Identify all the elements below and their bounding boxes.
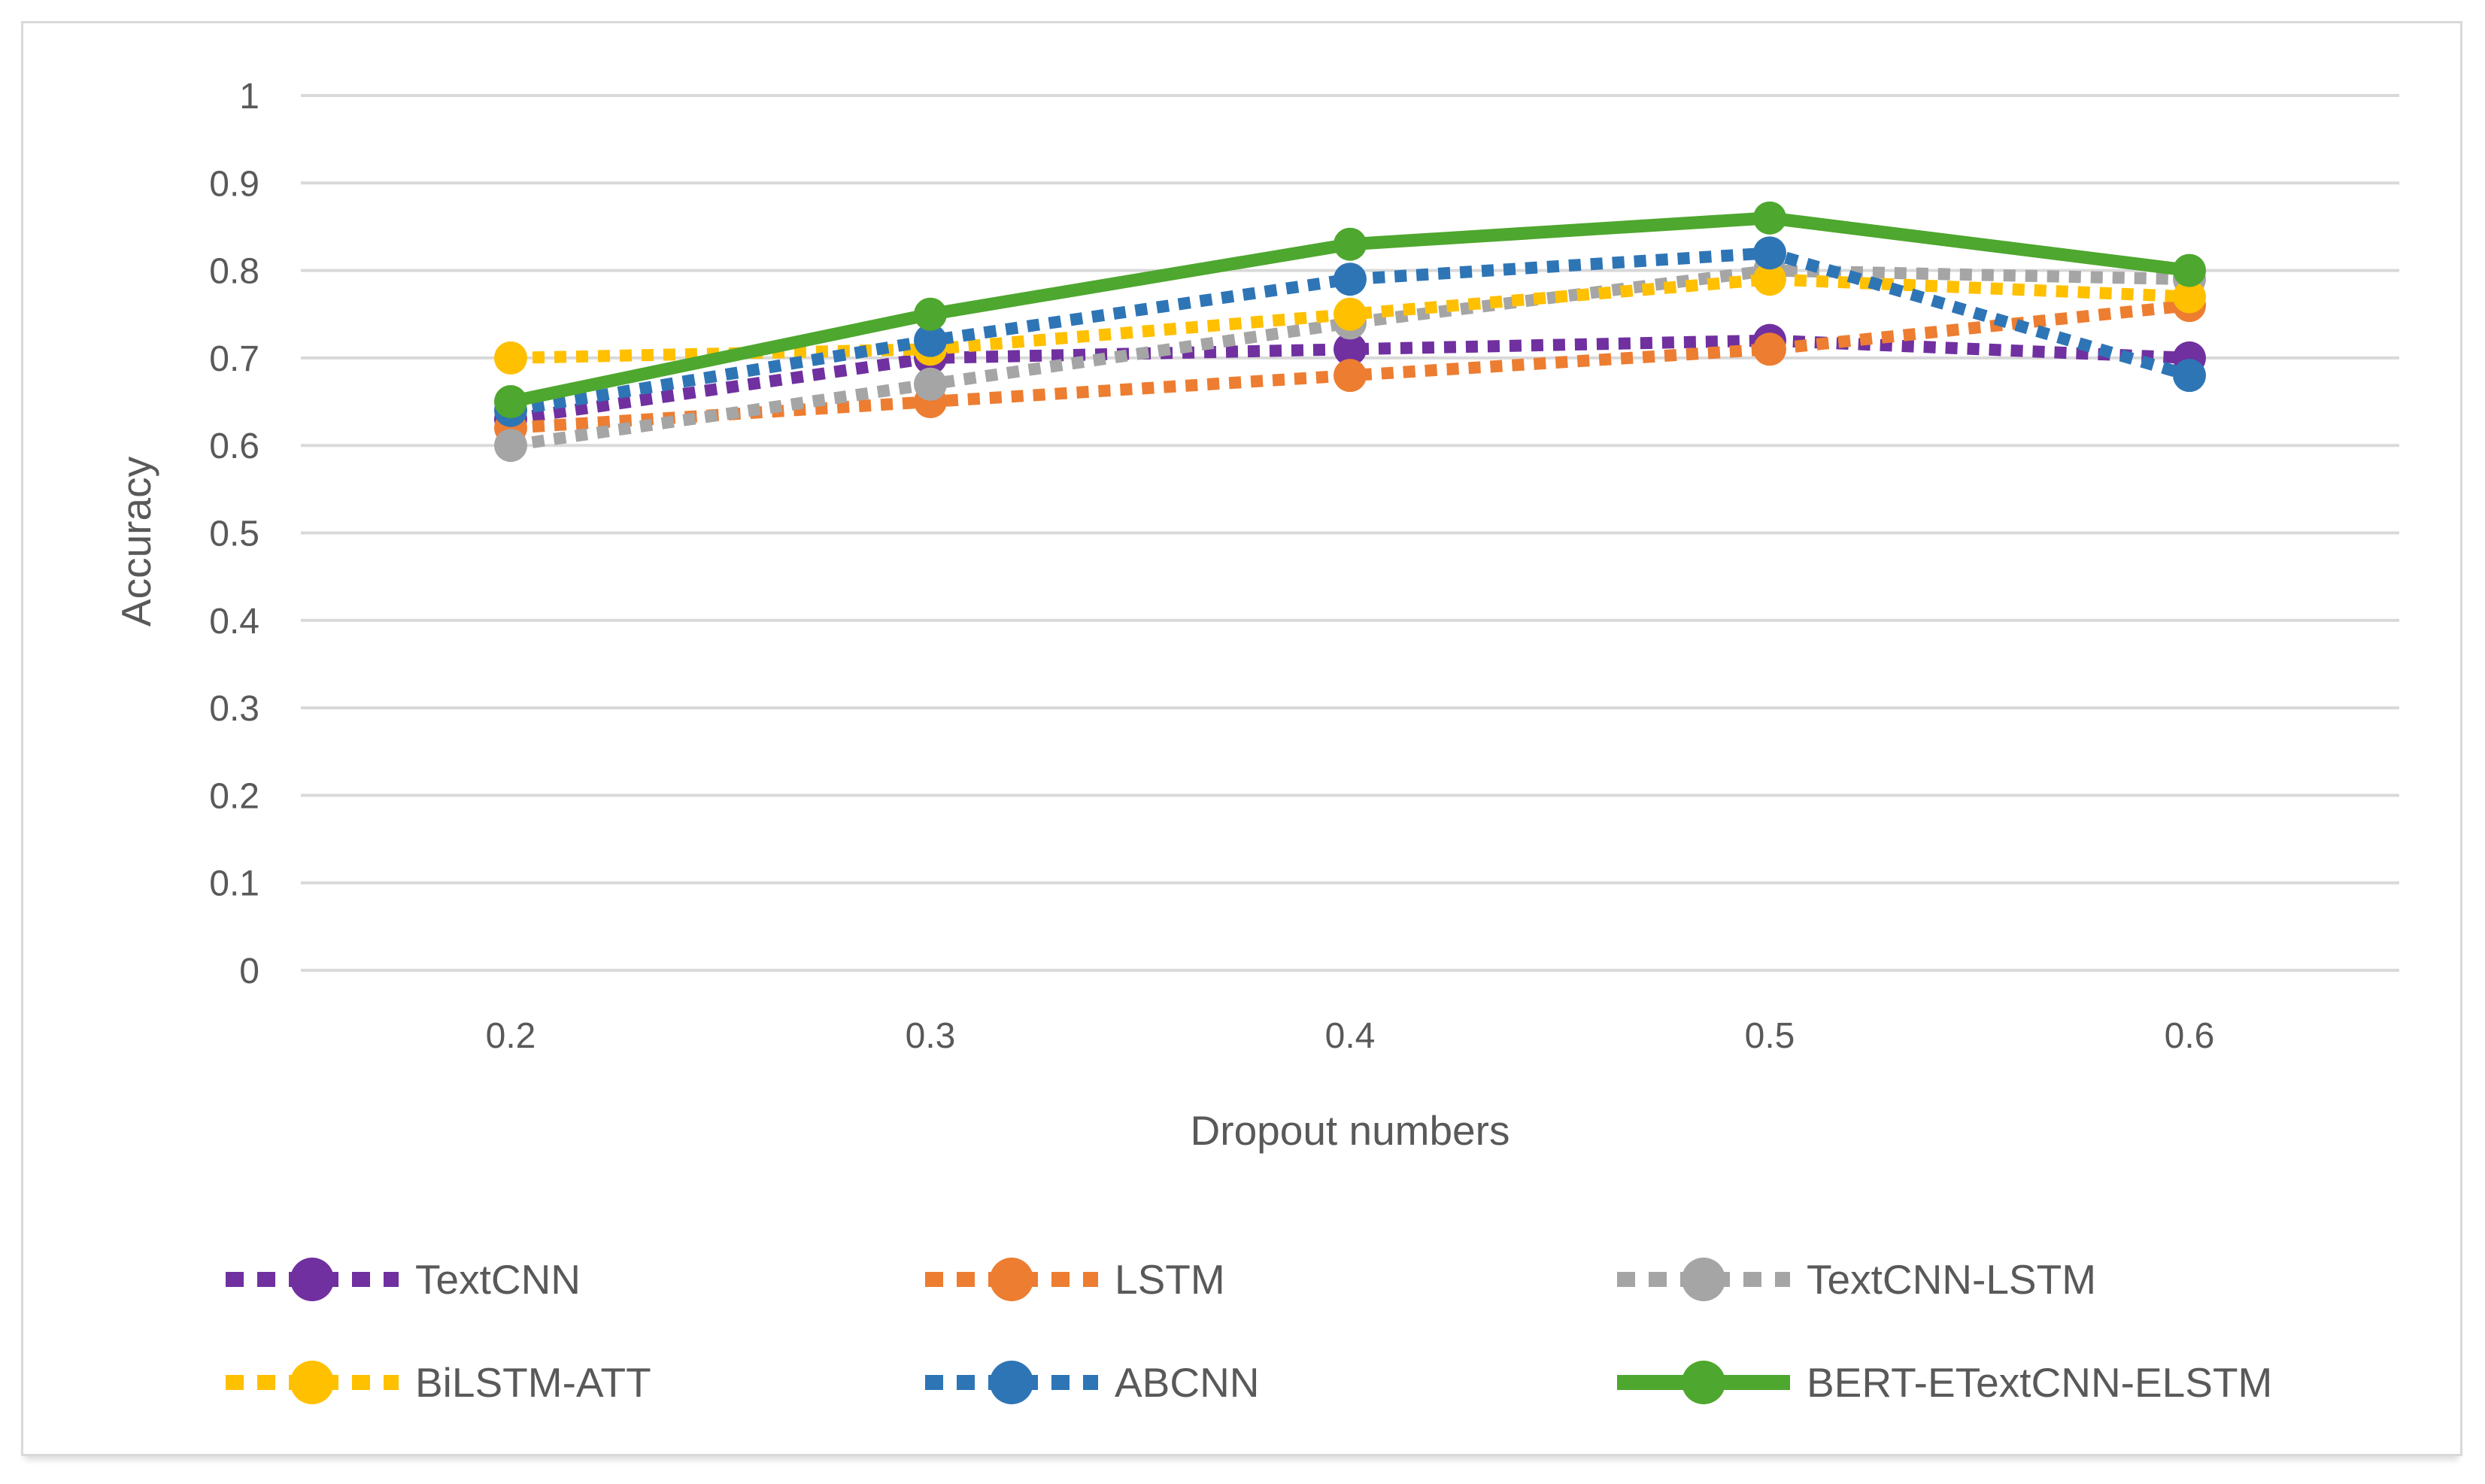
legend-marker-circle [1682,1361,1725,1404]
y-tick-label: 0.6 [209,426,259,466]
data-point-LSTM-0.4 [1334,359,1367,393]
y-tick-label: 0.9 [209,164,259,204]
legend-marker-circle [290,1258,334,1301]
data-point-BERT-ETextCNN-ELSTM-0.6 [2173,253,2206,287]
series-line-TextCNN [509,334,2190,426]
y-axis-title: Accuracy [113,456,159,627]
x-tick-label: 0.5 [1745,1016,1795,1056]
data-point-BiLSTM-ATT-0.5 [1753,263,1786,296]
data-point-TextCNN-0.4 [1334,332,1367,366]
legend-marker-circle [290,1361,334,1404]
legend-label: BERT-ETextCNN-ELSTM [1807,1359,2272,1406]
data-point-BiLSTM-ATT-0.4 [1334,297,1367,331]
y-tick-label: 1 [239,77,259,117]
y-tick-label: 0.7 [209,339,259,379]
legend-label: TextCNN [415,1256,581,1303]
chart-card: 0 0.1 0.2 0.3 0.4 0.5 0.6 0.7 0.8 0.9 1 0.2 0.3 0.4 0… [21,21,2462,1456]
legend-item-LSTM: LSTM [925,1256,1225,1303]
legend-label: TextCNN-LSTM [1807,1256,2096,1303]
y-tick-label: 0.1 [209,864,259,904]
legend-item-TextCNN: TextCNN [226,1256,581,1303]
y-axis-tick-labels: 0 0.1 0.2 0.3 0.4 0.5 0.6 0.7 0.8 0.9 1 [209,77,259,991]
series-line-ABCNN [509,247,2192,417]
legend-item-TextCNN-LSTM: TextCNN-LSTM [1617,1256,2096,1303]
data-point-ABCNN-0.6 [2173,359,2206,393]
data-point-LSTM-0.5 [1753,332,1786,366]
data-point-ABCNN-0.4 [1334,263,1367,296]
legend-item-ABCNN: ABCNN [925,1359,1260,1406]
data-point-BiLSTM-ATT-0.6 [2173,280,2206,314]
series-line-BiLSTM-ATT [510,273,2190,364]
data-point-BERT-ETextCNN-ELSTM-0.5 [1753,201,1786,235]
legend-item-BERT-ETextCNN-ELSTM: BERT-ETextCNN-ELSTM [1617,1359,2272,1406]
x-axis-tick-labels: 0.2 0.3 0.4 0.5 0.6 [486,1016,2215,1056]
y-tick-label: 0.8 [209,252,259,292]
legend-label: BiLSTM-ATT [415,1359,651,1406]
x-axis-title: Dropout numbers [1191,1107,1510,1154]
legend-marker-circle [990,1258,1033,1301]
data-point-BERT-ETextCNN-ELSTM-0.4 [1334,227,1367,261]
data-point-BiLSTM-ATT-0.2 [494,341,527,375]
data-point-TextCNN-LSTM-0.3 [914,367,947,401]
series-group [494,201,2206,463]
data-point-ABCNN-0.5 [1753,236,1786,270]
legend-marker-circle [990,1361,1033,1404]
y-tick-label: 0.5 [209,514,259,554]
x-tick-label: 0.2 [486,1016,536,1056]
y-tick-label: 0.3 [209,689,259,729]
data-point-BERT-ETextCNN-ELSTM-0.2 [494,385,527,419]
y-tick-label: 0.2 [209,776,259,816]
legend: TextCNN LSTM TextCNN-LSTM BiLSTM-ATT ABCNN BE… [226,1256,2272,1406]
x-tick-label: 0.3 [906,1016,956,1056]
data-point-BERT-ETextCNN-ELSTM-0.3 [914,297,947,331]
y-tick-label: 0.4 [209,602,259,642]
y-tick-label: 0 [239,951,259,991]
legend-label: LSTM [1115,1256,1225,1303]
data-point-TextCNN-LSTM-0.2 [494,429,527,463]
legend-item-BiLSTM-ATT: BiLSTM-ATT [226,1359,651,1406]
series-line-LSTM [510,299,2190,434]
gridlines [301,94,2399,972]
legend-marker-circle [1682,1258,1725,1301]
data-point-ABCNN-0.3 [914,323,947,357]
x-tick-label: 0.6 [2165,1016,2215,1056]
x-tick-label: 0.4 [1325,1016,1376,1056]
legend-label: ABCNN [1115,1359,1260,1406]
